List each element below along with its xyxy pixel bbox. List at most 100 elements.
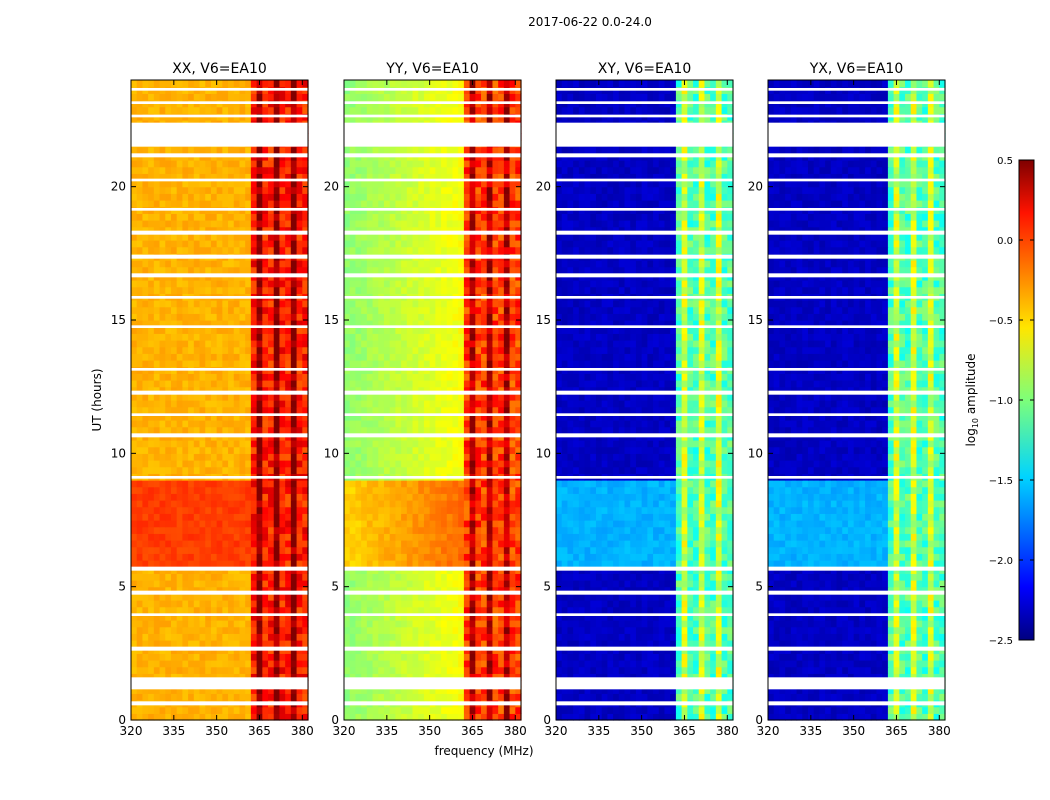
heatmap-cell bbox=[492, 600, 499, 608]
heatmap-cell bbox=[344, 693, 351, 701]
heatmap-cell bbox=[182, 506, 189, 514]
heatmap-cell bbox=[509, 360, 516, 368]
heatmap-cell bbox=[205, 586, 212, 594]
heatmap-cell bbox=[378, 640, 385, 648]
heatmap-cell bbox=[463, 626, 471, 634]
heatmap-cell bbox=[296, 406, 303, 414]
heatmap-cell bbox=[193, 353, 201, 361]
heatmap-cell bbox=[503, 713, 511, 721]
heatmap-cell bbox=[205, 606, 212, 614]
heatmap-cell bbox=[423, 673, 431, 681]
heatmap-cell bbox=[210, 520, 218, 528]
heatmap-cell bbox=[188, 593, 195, 601]
heatmap-cell bbox=[245, 340, 252, 348]
heatmap-cell bbox=[349, 526, 357, 534]
heatmap-cell bbox=[389, 493, 396, 501]
heatmap-cell bbox=[250, 313, 258, 321]
heatmap-cell bbox=[389, 640, 396, 648]
heatmap-cell bbox=[210, 640, 218, 648]
heatmap-cell bbox=[492, 446, 499, 454]
heatmap-cell bbox=[216, 706, 223, 714]
heatmap-cell bbox=[423, 440, 431, 448]
heatmap-cell bbox=[401, 586, 408, 594]
heatmap-cell bbox=[142, 166, 149, 174]
heatmap-cell bbox=[498, 340, 505, 348]
heatmap-cell bbox=[429, 620, 436, 628]
heatmap-cell bbox=[418, 440, 425, 448]
heatmap-cell bbox=[285, 693, 292, 701]
heatmap-cell bbox=[395, 546, 402, 554]
heatmap-cell bbox=[366, 493, 374, 501]
heatmap-cell bbox=[452, 560, 459, 568]
heatmap-cell bbox=[406, 333, 414, 341]
heatmap-cell bbox=[349, 640, 357, 648]
heatmap-cell bbox=[406, 546, 414, 554]
heatmap-cell bbox=[268, 486, 275, 494]
heatmap-cell bbox=[205, 226, 212, 234]
heatmap-cell bbox=[262, 666, 269, 674]
heatmap-cell bbox=[446, 480, 454, 488]
heatmap-cell bbox=[245, 240, 252, 248]
heatmap-cell bbox=[262, 93, 269, 101]
heatmap-cell bbox=[418, 586, 425, 594]
heatmap-cell bbox=[182, 400, 189, 408]
heatmap-cell bbox=[418, 420, 425, 428]
heatmap-cell bbox=[268, 146, 275, 154]
heatmap-cell bbox=[285, 306, 292, 314]
heatmap-cell bbox=[486, 526, 494, 534]
heatmap-cell bbox=[193, 360, 201, 368]
heatmap-cell bbox=[199, 226, 206, 234]
heatmap-cell bbox=[401, 580, 408, 588]
heatmap-cell bbox=[412, 573, 419, 581]
heatmap-cell bbox=[228, 673, 235, 681]
heatmap-cell bbox=[509, 580, 516, 588]
heatmap-cell bbox=[406, 573, 414, 581]
heatmap-cell bbox=[222, 420, 229, 428]
heatmap-cell bbox=[228, 200, 235, 208]
heatmap-cell bbox=[418, 486, 425, 494]
heatmap-cell bbox=[136, 313, 144, 321]
heatmap-cell bbox=[245, 493, 252, 501]
heatmap-cell bbox=[463, 593, 471, 601]
heatmap-cell bbox=[273, 200, 281, 208]
heatmap-cell bbox=[268, 406, 275, 414]
heatmap-cell bbox=[285, 380, 292, 388]
heatmap-cell bbox=[412, 506, 419, 514]
heatmap-cell bbox=[136, 400, 144, 408]
heatmap-cell bbox=[279, 606, 286, 614]
heatmap-cell bbox=[239, 333, 246, 341]
heatmap-cell bbox=[366, 373, 374, 381]
heatmap-cell bbox=[222, 306, 229, 314]
heatmap-cell bbox=[182, 373, 189, 381]
heatmap-cell bbox=[250, 626, 258, 634]
heatmap-cell bbox=[279, 620, 286, 628]
heatmap-cell bbox=[355, 440, 362, 448]
heatmap-cell bbox=[205, 533, 212, 541]
heatmap-cell bbox=[423, 453, 431, 461]
heatmap-cell bbox=[290, 533, 298, 541]
heatmap-cell bbox=[170, 600, 178, 608]
heatmap-cell bbox=[285, 413, 292, 421]
heatmap-cell bbox=[355, 393, 362, 401]
heatmap-cell bbox=[262, 346, 269, 354]
heatmap-cell bbox=[182, 666, 189, 674]
heatmap-cell bbox=[366, 420, 374, 428]
heatmap-cell bbox=[515, 713, 522, 721]
heatmap-cell bbox=[429, 500, 436, 508]
heatmap-cell bbox=[302, 220, 309, 228]
heatmap-cell bbox=[302, 686, 309, 694]
heatmap-cell bbox=[366, 613, 374, 621]
heatmap-cell bbox=[285, 80, 292, 88]
heatmap-cell bbox=[395, 673, 402, 681]
heatmap-cell bbox=[182, 393, 189, 401]
heatmap-cell bbox=[383, 373, 391, 381]
heatmap-cell bbox=[199, 446, 206, 454]
heatmap-cell bbox=[503, 413, 511, 421]
heatmap-cell bbox=[193, 160, 201, 168]
heatmap-cell bbox=[361, 326, 368, 334]
heatmap-cell bbox=[418, 633, 425, 641]
heatmap-cell bbox=[148, 426, 155, 434]
heatmap-cell bbox=[481, 446, 488, 454]
heatmap-cell bbox=[423, 546, 431, 554]
heatmap-cell bbox=[435, 580, 442, 588]
